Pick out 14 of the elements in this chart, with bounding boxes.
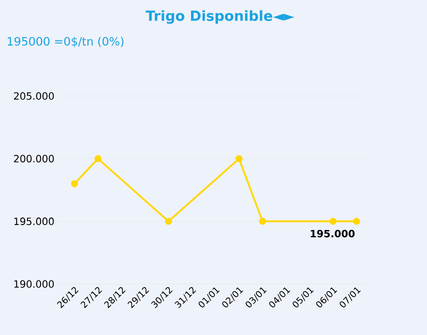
point xyxy=(165,218,172,225)
annotation: 195.000 xyxy=(310,230,355,238)
point xyxy=(259,218,266,225)
point xyxy=(353,218,360,225)
chart-subtitle: 195000 =0$/tn (0%) xyxy=(8,36,124,48)
y-tick-label: 205.000 xyxy=(14,92,54,100)
y-tick-label: 190.000 xyxy=(14,280,54,288)
point xyxy=(94,155,102,162)
y-tick-label: 200.000 xyxy=(14,154,54,162)
point xyxy=(236,155,243,162)
point xyxy=(330,218,337,225)
chart-title: Trigo Disponible◄► xyxy=(146,10,294,24)
point xyxy=(70,180,78,188)
y-tick-label: 195.000 xyxy=(14,218,54,226)
